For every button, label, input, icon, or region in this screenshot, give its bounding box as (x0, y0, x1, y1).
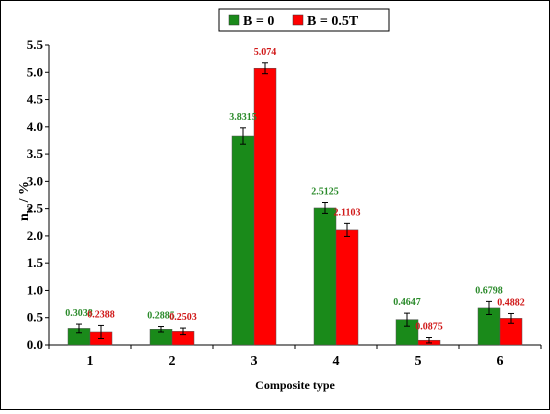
data-label: 0.2388 (87, 309, 115, 320)
legend-swatch (228, 14, 240, 26)
bar (313, 207, 337, 346)
y-tick-label: 1.5 (27, 255, 44, 270)
x-tick-label: 6 (497, 354, 504, 369)
legend-box (218, 8, 390, 32)
x-tick-label: 3 (251, 354, 258, 369)
data-label: 5.074 (254, 47, 277, 58)
data-label: 3.8315 (229, 112, 257, 123)
data-label: 0.6798 (475, 285, 503, 296)
x-tick-label: 1 (87, 354, 94, 369)
data-label: 2.5125 (311, 187, 339, 198)
bar (231, 135, 255, 346)
y-tick-label: 4.5 (27, 92, 44, 107)
y-tick-label: 2.0 (27, 228, 43, 243)
data-label: 0.2885 (147, 311, 175, 322)
y-tick-label: 2.5 (27, 201, 44, 216)
legend-label: B = 0 (243, 14, 274, 29)
y-tick-label: 5.0 (27, 64, 43, 79)
legend-swatch (292, 14, 304, 26)
bars (67, 62, 523, 346)
bar (253, 67, 277, 346)
data-label: 0.4647 (393, 297, 421, 308)
x-axis-title: Composite type (255, 378, 335, 392)
y-axis-title: nw / % (17, 181, 35, 221)
data-label: 0.2503 (169, 312, 197, 323)
x-tick-label: 5 (415, 354, 422, 369)
y-axis-title-main: n (17, 213, 32, 221)
y-axis-title-sub: w (24, 205, 35, 213)
y-axis-title-rest: / % (17, 181, 32, 206)
legend: B = 0 B = 0.5T (218, 8, 390, 32)
y-tick-label: 4.0 (27, 119, 43, 134)
data-label: 0.3038 (65, 308, 93, 319)
axes: 0.0 0.5 1.0 1.5 2.0 2.5 3.0 3.5 4.0 4.5 5.0 5.5 1 2 3 4… (27, 37, 542, 369)
y-tick-label: 0.0 (27, 337, 43, 352)
y-tick-label: 1.0 (27, 282, 43, 297)
data-label: 0.4882 (497, 297, 525, 308)
legend-label: B = 0.5T (307, 14, 359, 29)
data-labels: 0.3038 0.2885 3.8315 2.5125 0.4647 0.6798 0.23… (65, 47, 525, 333)
y-tick-label: 3.5 (27, 146, 44, 161)
bar (335, 229, 359, 346)
data-label: 0.0875 (415, 322, 443, 333)
x-tick-label: 2 (169, 354, 176, 369)
x-tick-label: 4 (333, 354, 340, 369)
data-label: 2.1103 (334, 207, 361, 218)
y-tick-label: 3.0 (27, 173, 43, 188)
y-tick-label: 0.5 (27, 310, 44, 325)
y-tick-label: 5.5 (27, 37, 44, 52)
